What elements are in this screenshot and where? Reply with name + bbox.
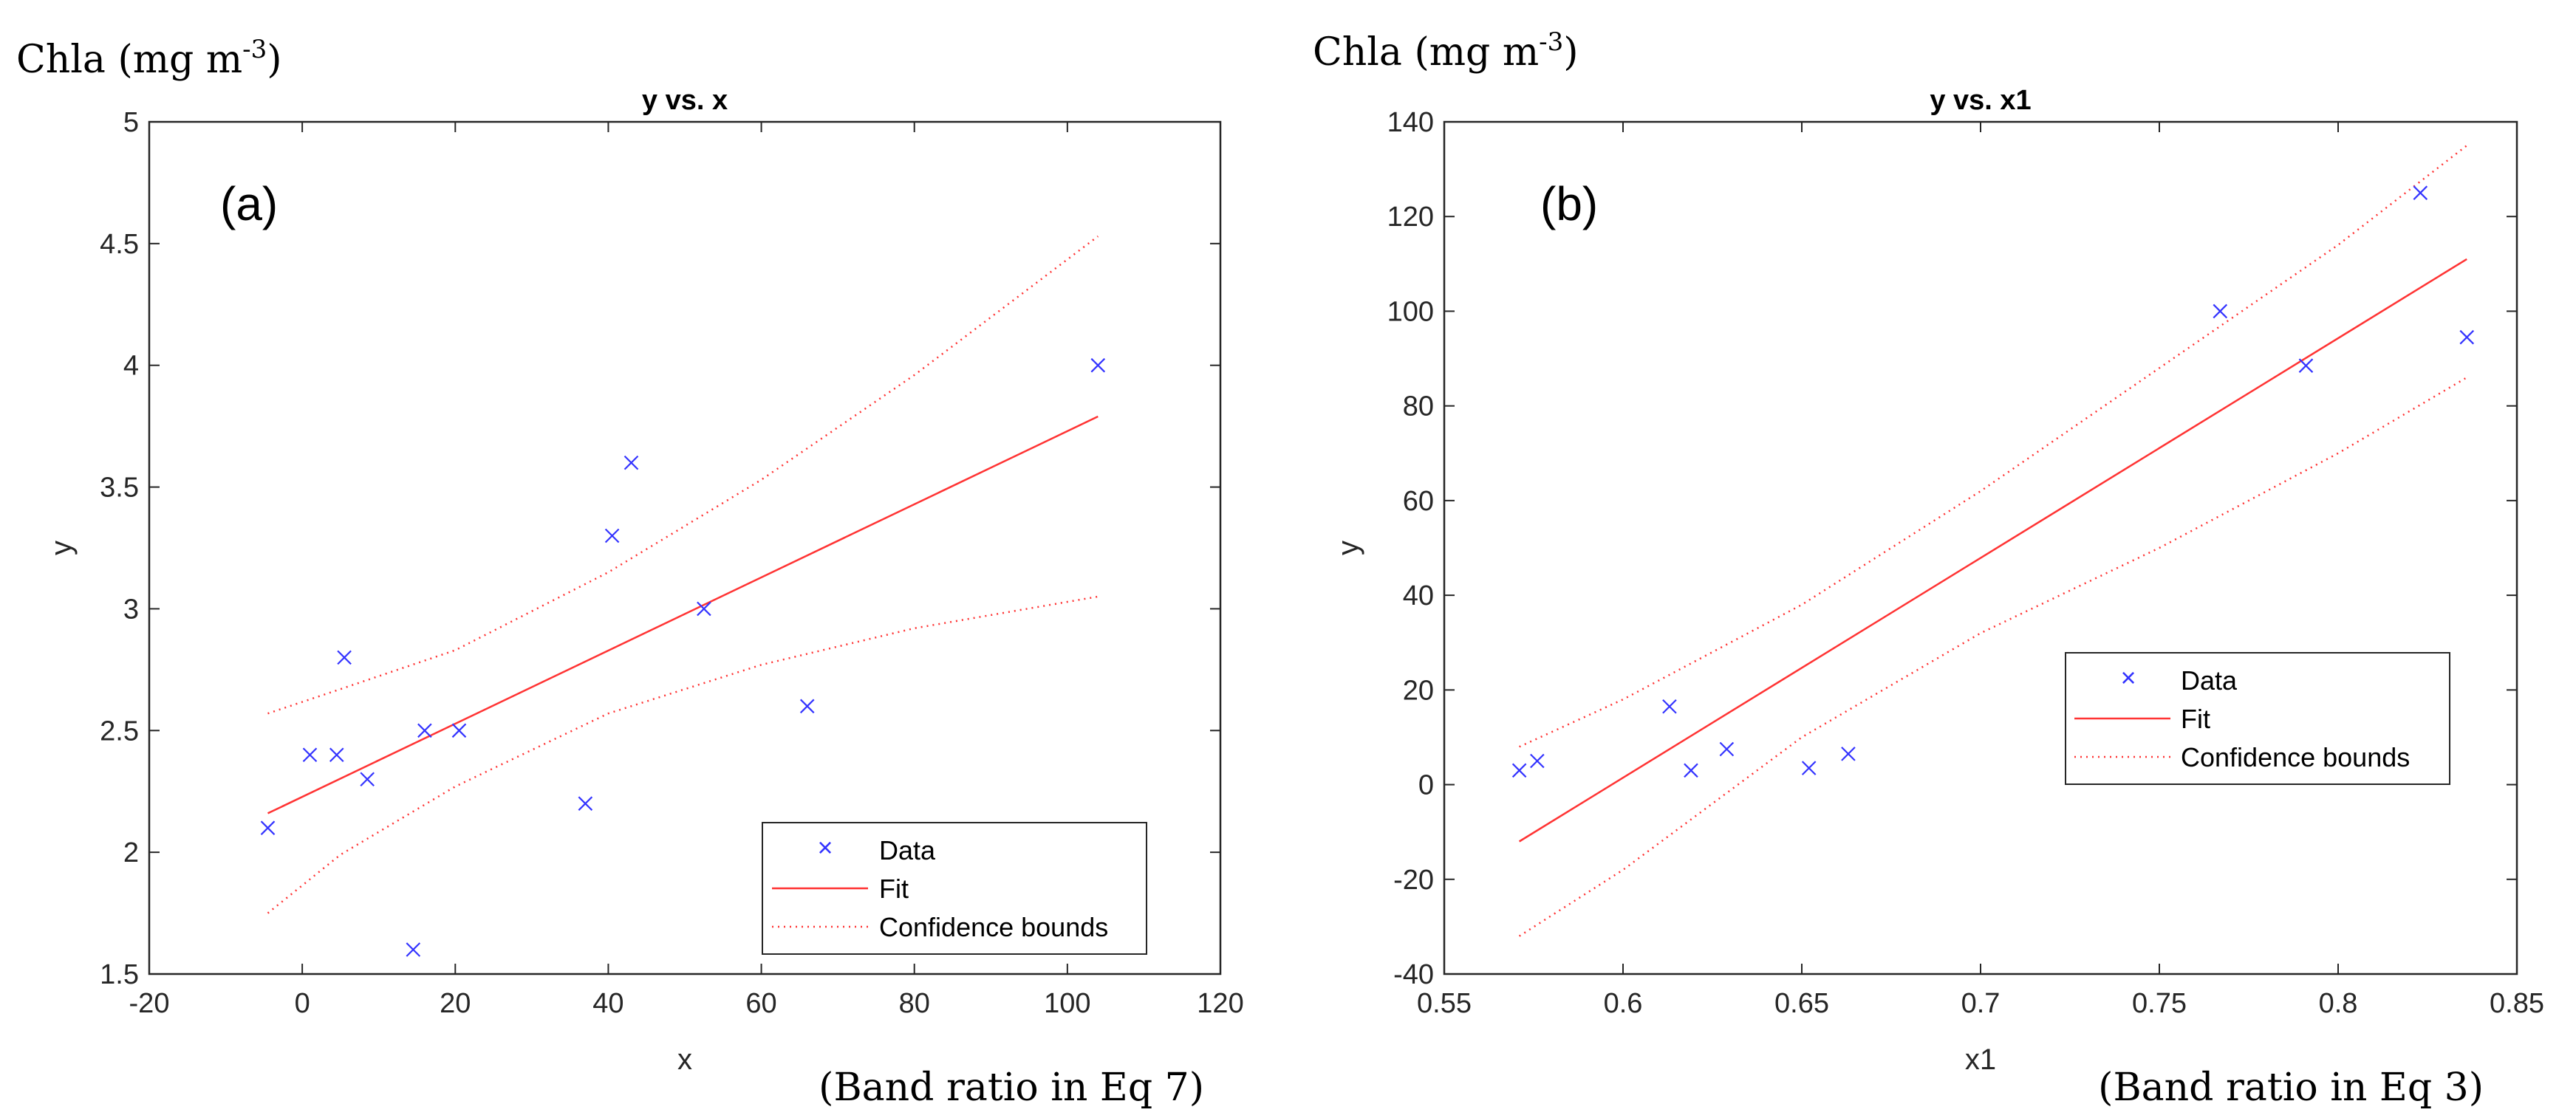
data-point-a — [1090, 357, 1106, 373]
data-point-b — [1719, 741, 1735, 757]
data-point-a — [302, 747, 318, 763]
xlabel-a: x — [677, 1043, 692, 1076]
data-point-a — [329, 747, 344, 763]
y-tick-label-b: 20 — [1403, 675, 1434, 706]
panel-label-b: (b) — [1540, 177, 1598, 230]
y-tick-label-b: 40 — [1403, 580, 1434, 611]
data-point-b — [1511, 763, 1527, 778]
data-point-a — [406, 942, 421, 957]
data-point-b — [1530, 753, 1545, 769]
y-tick-label-a: 4 — [123, 351, 139, 382]
y-tick-label-a: 2.5 — [100, 716, 139, 747]
x-tick-label-b: 0.75 — [2132, 988, 2187, 1019]
confidence-bounds-a — [267, 236, 1099, 914]
y-tick-label-a: 2 — [123, 837, 139, 868]
data-point-b — [2298, 358, 2314, 373]
y-tick-label-b: -40 — [1393, 959, 1434, 990]
xlabel-b: x1 — [1965, 1043, 1996, 1076]
x-tick-label-b: 0.6 — [1604, 988, 1643, 1019]
legend-data-marker-b: × — [2120, 662, 2136, 693]
x-tick-label-a: 60 — [745, 988, 776, 1019]
x-tick-label-b: 0.7 — [1961, 988, 2001, 1019]
tick-group-a: -20 0 20 40 60 80 100 120 1.5 2 2.5 3 3.5 4 4.5 5 — [100, 107, 1244, 1019]
y-tick-label-b: 0 — [1418, 770, 1434, 801]
legend-fit-label-a: Fit — [879, 874, 909, 904]
data-point-a — [360, 772, 375, 787]
ylabel-a: y — [45, 541, 78, 555]
outer-xlabel-a: (Band ratio in Eq 7) — [819, 1066, 1204, 1110]
data-point-a — [451, 723, 467, 738]
y-tick-label-b: 100 — [1387, 296, 1434, 327]
legend-fit-label-b: Fit — [2181, 704, 2210, 734]
chart-title-b: y vs. x1 — [1930, 85, 2031, 116]
legend-b: × Data Fit Confidence bounds — [2065, 652, 2450, 785]
data-point-b — [2413, 185, 2428, 200]
x-tick-label-a: 0 — [295, 988, 310, 1019]
y-tick-label-b: 80 — [1403, 391, 1434, 422]
plot-area-b — [1443, 120, 2518, 975]
y-tick-label-b: 60 — [1403, 486, 1434, 517]
chart-panel-a: Chla (mg m-3) y vs. x (a) -20 0 20 40 60 80 10… — [16, 35, 1244, 1110]
x-tick-label-a: -20 — [129, 988, 170, 1019]
outer-ylabel-b: Chla (mg m-3) — [1313, 27, 1579, 75]
data-point-b — [1841, 747, 1856, 761]
legend-data-label-b: Data — [2181, 665, 2238, 696]
ylabel-b: y — [1332, 541, 1364, 555]
data-point-b — [1801, 761, 1817, 775]
data-points-b — [1511, 185, 2475, 778]
data-point-a — [337, 650, 352, 665]
fit-line-group-a — [267, 415, 1099, 815]
outer-xlabel-b: (Band ratio in Eq 3) — [2098, 1066, 2484, 1110]
data-point-b — [1684, 763, 1698, 778]
x-tick-label-a: 80 — [899, 988, 930, 1019]
fit-line-b — [1518, 258, 2467, 843]
data-point-a — [604, 528, 620, 543]
x-tick-label-a: 100 — [1044, 988, 1090, 1019]
x-tick-label-a: 40 — [592, 988, 623, 1019]
y-tick-label-b: 120 — [1387, 202, 1434, 233]
data-points-a — [260, 357, 1106, 957]
x-tick-label-b: 0.65 — [1774, 988, 1829, 1019]
legend-bounds-label-a: Confidence bounds — [879, 912, 1108, 942]
legend-bounds-label-b: Confidence bounds — [2181, 742, 2410, 772]
outer-ylabel-a: Chla (mg m-3) — [16, 35, 282, 82]
x-tick-label-b: 0.85 — [2490, 988, 2544, 1019]
fit-line-group-b — [1518, 258, 2467, 843]
panel-label-a: (a) — [220, 177, 278, 230]
y-tick-label-a: 4.5 — [100, 229, 139, 260]
data-point-a — [260, 820, 276, 835]
tick-group-b: 0.55 0.6 0.65 0.7 0.75 0.8 0.85 -40 -20 0 20 40 60 80… — [1387, 107, 2544, 1019]
x-tick-label-a: 20 — [440, 988, 471, 1019]
chart-panel-b: Chla (mg m-3) y vs. x1 (b) 0.55 0.6 0.65 0.… — [1313, 27, 2544, 1110]
fit-line-a — [267, 415, 1099, 815]
data-point-a — [799, 699, 815, 714]
data-point-a — [417, 723, 432, 738]
y-tick-label-a: 1.5 — [100, 959, 139, 990]
lower-bound-line-a — [267, 595, 1099, 914]
data-point-b — [1662, 699, 1677, 714]
y-tick-label-a: 3.5 — [100, 473, 139, 504]
data-point-a — [623, 455, 639, 470]
y-tick-label-a: 5 — [123, 107, 139, 138]
x-tick-label-b: 0.8 — [2319, 988, 2358, 1019]
x-tick-label-a: 120 — [1197, 988, 1243, 1019]
y-tick-label-a: 3 — [123, 594, 139, 625]
chart-title-a: y vs. x — [642, 85, 728, 116]
legend-a: × Data Fit Confidence bounds — [762, 822, 1147, 955]
data-point-a — [697, 601, 711, 617]
y-tick-label-b: -20 — [1393, 865, 1434, 896]
y-tick-label-b: 140 — [1387, 107, 1434, 138]
x-tick-label-b: 0.55 — [1417, 988, 1472, 1019]
data-point-b — [2213, 303, 2228, 319]
legend-data-label-a: Data — [879, 835, 936, 865]
data-point-a — [578, 796, 593, 811]
upper-bound-line-a — [267, 236, 1099, 715]
legend-data-marker-a: × — [817, 832, 833, 862]
data-point-b — [2459, 329, 2475, 345]
